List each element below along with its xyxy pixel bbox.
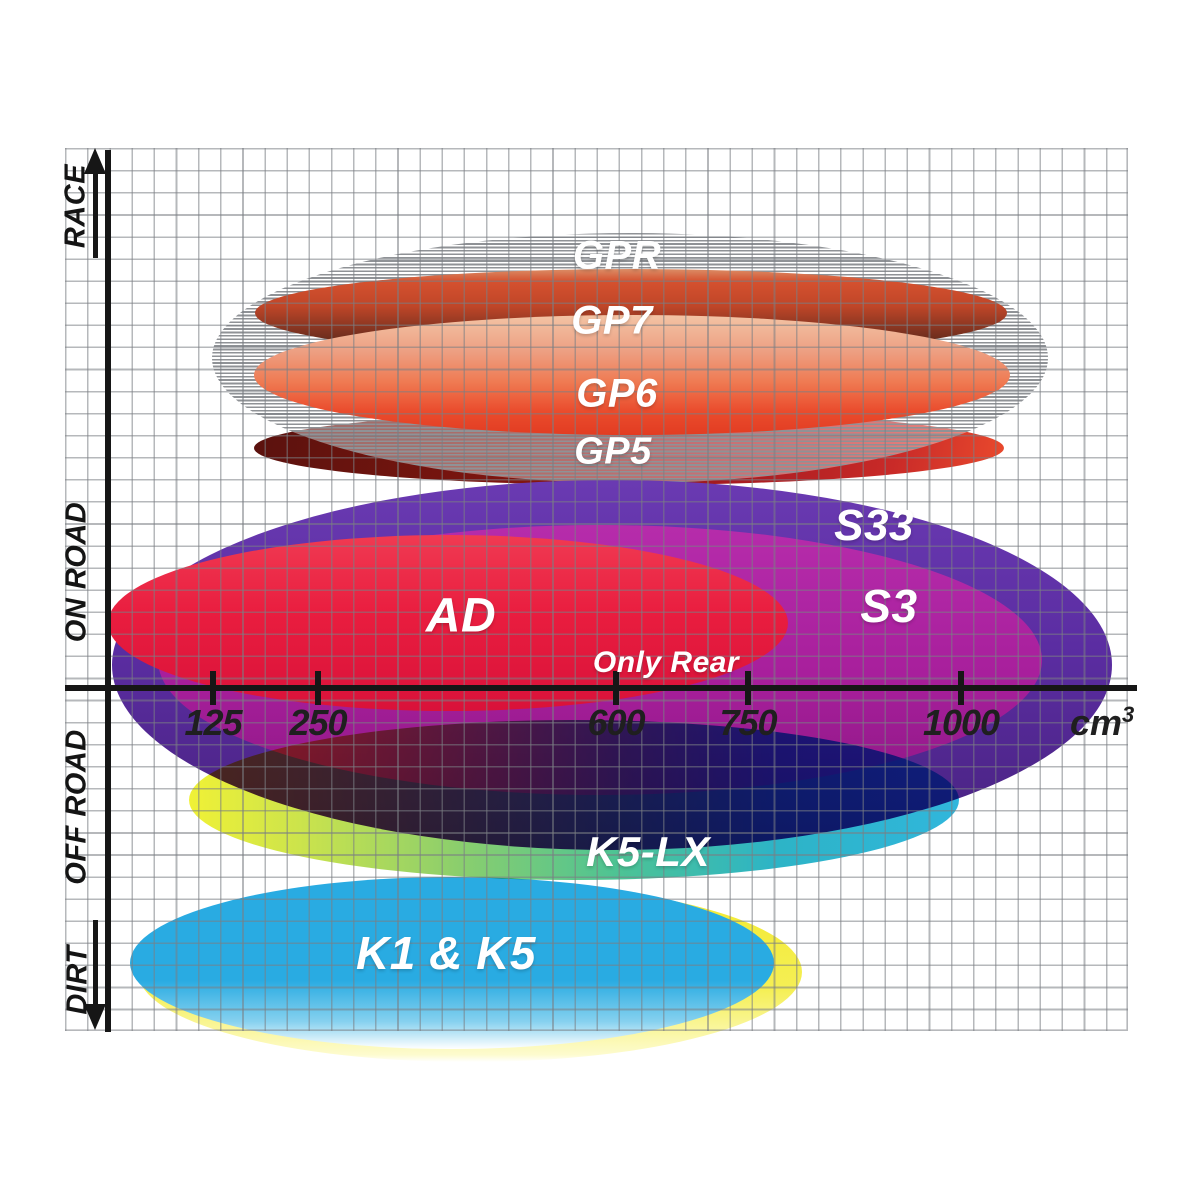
x-tick-label-600: 600 — [587, 702, 645, 743]
label-k5lx: K5-LX — [586, 828, 710, 875]
x-axis-line — [65, 685, 1137, 691]
y-axis-line — [105, 150, 111, 1032]
label-s33: S33 — [834, 501, 914, 550]
label-k1k5: K1 & K5 — [356, 927, 536, 979]
x-tick-label-250: 250 — [289, 702, 347, 743]
race-arrow-line — [93, 172, 98, 258]
label-only-rear: Only Rear — [592, 646, 740, 679]
x-tick-label-1000: 1000 — [922, 702, 1000, 743]
zone-label-race: RACE — [59, 163, 92, 249]
label-gp5: GP5 — [574, 430, 652, 473]
label-gpr: GPR — [572, 233, 662, 278]
zone-label-on-road: ON ROAD — [60, 501, 93, 643]
zone-label-dirt: DIRT — [61, 945, 94, 1015]
x-axis-unit: cm3 — [1070, 702, 1135, 743]
x-tick-250 — [315, 671, 321, 705]
label-ad: AD — [425, 589, 497, 643]
zone-label-off-road: OFF ROAD — [60, 729, 93, 885]
dirt-arrow-line — [93, 920, 98, 1006]
ellipse-k5lx — [189, 720, 959, 880]
dirt-arrow-down-icon — [84, 1004, 106, 1030]
x-axis-unit-exponent: 3 — [1122, 702, 1135, 727]
label-s3: S3 — [860, 580, 918, 632]
label-gp7: GP7 — [571, 298, 653, 343]
label-gp6: GP6 — [576, 371, 658, 416]
x-tick-label-125: 125 — [184, 702, 242, 743]
race-arrow-up-icon — [84, 148, 106, 174]
x-tick-label-750: 750 — [719, 702, 777, 743]
x-tick-750 — [745, 671, 751, 705]
x-tick-600 — [613, 671, 619, 705]
x-tick-125 — [210, 671, 216, 705]
x-tick-1000 — [958, 671, 964, 705]
